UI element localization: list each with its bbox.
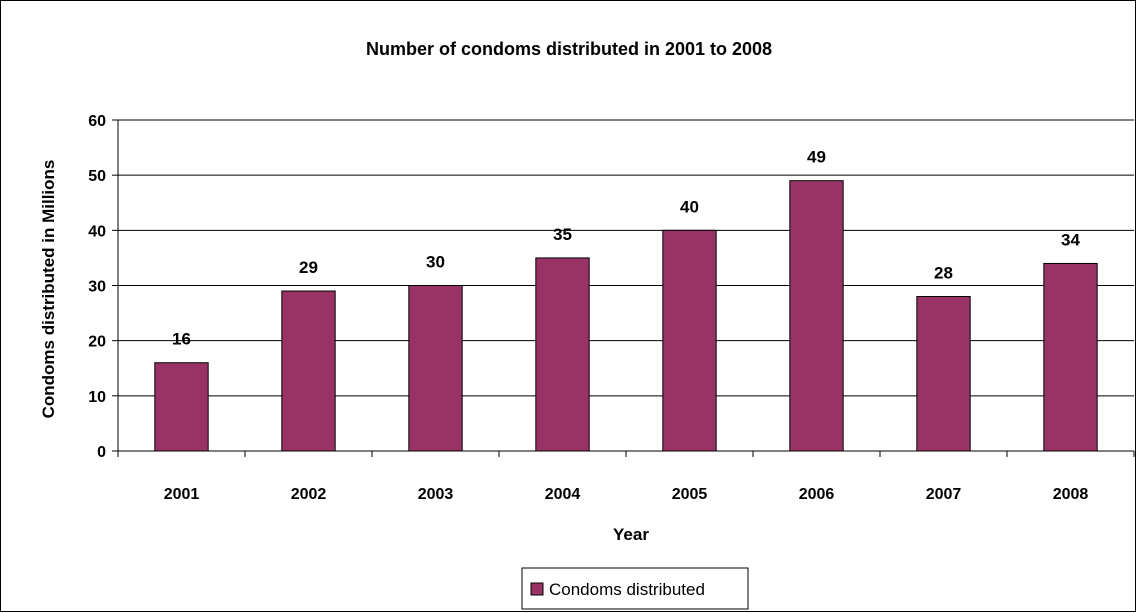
legend: Condoms distributed — [521, 567, 749, 610]
bar-2006 — [789, 180, 844, 452]
bar-2008 — [1043, 262, 1098, 452]
y-tick-label: 40 — [88, 223, 106, 240]
data-label-2003: 30 — [426, 253, 445, 272]
data-label-2006: 49 — [807, 148, 826, 167]
bar-2001 — [154, 362, 209, 452]
x-tick-label-2001: 2001 — [164, 486, 200, 503]
x-tick-label-2005: 2005 — [672, 486, 708, 503]
gridlines — [118, 119, 1134, 397]
x-tick-label-2003: 2003 — [418, 486, 454, 503]
data-label-2002: 29 — [299, 258, 318, 277]
x-tick-label-2002: 2002 — [291, 486, 327, 503]
data-label-2008: 34 — [1061, 230, 1080, 249]
axes: 0 10 20 30 40 50 60 2001 2002 2003 2004 2005 2006 200… — [88, 113, 1135, 503]
x-tick-label-2004: 2004 — [545, 486, 581, 503]
chart-title: Number of condoms distributed in 2001 to… — [366, 39, 772, 59]
y-tick-label: 20 — [88, 334, 106, 351]
data-label-2001: 16 — [172, 330, 191, 349]
data-label-2005: 40 — [680, 197, 699, 216]
bar-2004 — [535, 257, 590, 452]
x-tick-label-2007: 2007 — [926, 486, 962, 503]
y-tick-label: 0 — [97, 444, 106, 461]
y-tick-label: 10 — [88, 389, 106, 406]
x-tick-label-2006: 2006 — [799, 486, 835, 503]
y-tick-label: 30 — [88, 279, 106, 296]
legend-entry: Condoms distributed — [549, 580, 705, 599]
legend-swatch — [530, 582, 544, 596]
y-tick-label: 60 — [88, 113, 106, 130]
data-label-2007: 28 — [934, 264, 953, 283]
bar-2005 — [662, 229, 717, 452]
data-labels: 16 29 30 35 40 49 28 34 — [172, 148, 1080, 349]
x-tick-label-2008: 2008 — [1053, 486, 1089, 503]
bar-2003 — [408, 285, 463, 452]
x-axis-label: Year — [613, 525, 649, 544]
legend-box — [521, 567, 749, 610]
y-axis-label: Condoms distributed in Millions — [39, 160, 58, 419]
bar-2007 — [916, 296, 971, 452]
y-tick-label: 50 — [88, 168, 106, 185]
data-label-2004: 35 — [553, 225, 572, 244]
bar-2002 — [281, 290, 336, 452]
bars — [154, 180, 1098, 452]
